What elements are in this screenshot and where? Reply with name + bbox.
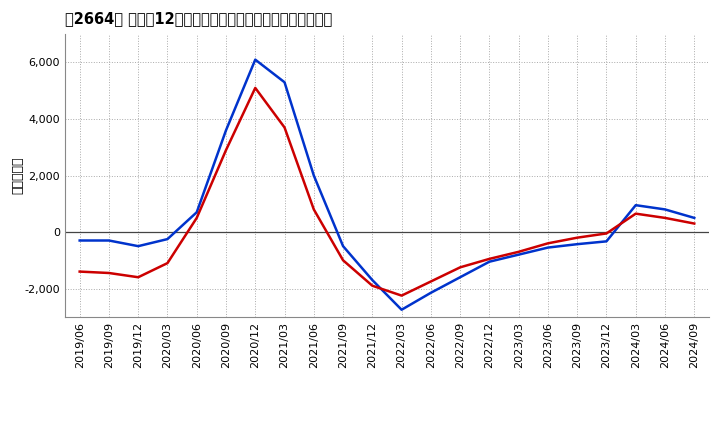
当期純利益 (397, 293, 406, 298)
経常利益 (368, 278, 377, 283)
経常利益 (602, 239, 611, 244)
経常利益 (192, 209, 201, 215)
当期純利益 (368, 283, 377, 288)
当期純利益 (222, 147, 230, 153)
当期純利益 (251, 85, 260, 91)
当期純利益 (163, 260, 172, 266)
当期純利益 (134, 275, 143, 280)
Y-axis label: （百万円）: （百万円） (11, 157, 24, 194)
経常利益 (222, 128, 230, 133)
経常利益 (690, 215, 698, 220)
経常利益 (338, 243, 347, 249)
経常利益 (134, 243, 143, 249)
経常利益 (544, 245, 552, 250)
当期純利益 (661, 215, 670, 220)
当期純利益 (192, 215, 201, 220)
当期純利益 (602, 231, 611, 236)
当期純利益 (690, 221, 698, 226)
経常利益 (661, 207, 670, 212)
当期純利益 (76, 269, 84, 274)
経常利益 (631, 202, 640, 208)
経常利益 (426, 290, 435, 295)
経常利益 (485, 259, 494, 264)
当期純利益 (280, 125, 289, 130)
当期純利益 (338, 258, 347, 263)
当期純利益 (310, 207, 318, 212)
経常利益 (76, 238, 84, 243)
Text: ［2664］ 利益だ12か月移動合計の対前年同期増減額の推移: ［2664］ 利益だ12か月移動合計の対前年同期増減額の推移 (65, 11, 333, 26)
当期純利益 (426, 279, 435, 284)
経常利益 (397, 307, 406, 312)
当期純利益 (104, 270, 113, 275)
経常利益 (514, 252, 523, 257)
Line: 当期純利益: 当期純利益 (80, 88, 694, 296)
当期純利益 (456, 265, 464, 270)
経常利益 (251, 57, 260, 62)
当期純利益 (514, 249, 523, 254)
当期純利益 (485, 256, 494, 261)
経常利益 (456, 275, 464, 280)
経常利益 (573, 242, 582, 247)
当期純利益 (631, 211, 640, 216)
経常利益 (104, 238, 113, 243)
当期純利益 (573, 235, 582, 240)
経常利益 (280, 80, 289, 85)
Line: 経常利益: 経常利益 (80, 60, 694, 310)
経常利益 (163, 236, 172, 242)
当期純利益 (544, 241, 552, 246)
経常利益 (310, 173, 318, 178)
